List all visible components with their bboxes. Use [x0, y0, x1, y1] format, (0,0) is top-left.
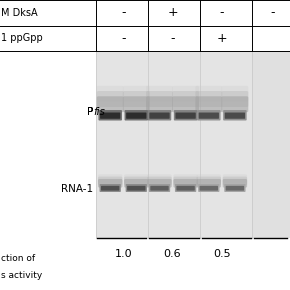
FancyBboxPatch shape [147, 177, 172, 185]
FancyBboxPatch shape [146, 86, 173, 102]
FancyBboxPatch shape [127, 186, 146, 191]
FancyBboxPatch shape [199, 113, 219, 119]
FancyBboxPatch shape [195, 91, 222, 107]
FancyBboxPatch shape [125, 110, 148, 121]
FancyBboxPatch shape [175, 113, 196, 119]
Bar [148, 51, 200, 238]
Text: P: P [86, 107, 93, 117]
Text: ction of: ction of [1, 254, 35, 263]
FancyBboxPatch shape [123, 96, 150, 112]
FancyBboxPatch shape [224, 184, 246, 192]
FancyBboxPatch shape [176, 186, 195, 191]
Text: +: + [167, 6, 178, 19]
Text: M DksA: M DksA [1, 8, 38, 18]
Text: 1 ppGpp: 1 ppGpp [1, 33, 43, 43]
FancyBboxPatch shape [149, 184, 170, 192]
FancyBboxPatch shape [124, 179, 148, 188]
FancyBboxPatch shape [173, 174, 198, 183]
FancyBboxPatch shape [200, 186, 218, 191]
Text: -: - [220, 6, 224, 19]
FancyBboxPatch shape [222, 86, 248, 102]
Bar [200, 51, 252, 238]
Text: +: + [217, 32, 227, 45]
FancyBboxPatch shape [147, 179, 172, 188]
Text: fis: fis [93, 107, 105, 117]
FancyBboxPatch shape [197, 174, 221, 183]
Bar [96, 51, 290, 238]
Text: s activity: s activity [1, 271, 42, 280]
FancyBboxPatch shape [225, 113, 245, 119]
Text: 1.0: 1.0 [115, 249, 132, 259]
FancyBboxPatch shape [172, 86, 199, 102]
FancyBboxPatch shape [198, 184, 220, 192]
FancyBboxPatch shape [124, 177, 148, 185]
FancyBboxPatch shape [223, 177, 247, 185]
FancyBboxPatch shape [223, 174, 247, 183]
Text: -: - [121, 6, 126, 19]
Text: -: - [270, 6, 275, 19]
FancyBboxPatch shape [149, 113, 170, 119]
FancyBboxPatch shape [97, 96, 124, 112]
FancyBboxPatch shape [147, 174, 172, 183]
FancyBboxPatch shape [174, 110, 197, 121]
Text: 0.6: 0.6 [164, 249, 181, 259]
FancyBboxPatch shape [146, 91, 173, 107]
Bar [0, 26, 290, 51]
FancyBboxPatch shape [195, 86, 222, 102]
Bar [96, 51, 148, 238]
FancyBboxPatch shape [101, 186, 119, 191]
FancyBboxPatch shape [175, 184, 196, 192]
FancyBboxPatch shape [98, 179, 122, 188]
FancyBboxPatch shape [150, 186, 169, 191]
FancyBboxPatch shape [99, 184, 121, 192]
Text: 0.5: 0.5 [213, 249, 231, 259]
FancyBboxPatch shape [197, 177, 221, 185]
FancyBboxPatch shape [126, 184, 147, 192]
FancyBboxPatch shape [172, 96, 199, 112]
FancyBboxPatch shape [99, 110, 122, 121]
Text: -: - [170, 32, 175, 45]
FancyBboxPatch shape [124, 174, 148, 183]
FancyBboxPatch shape [226, 186, 244, 191]
Text: P: P [86, 107, 93, 117]
Bar [0, 0, 290, 26]
FancyBboxPatch shape [173, 179, 198, 188]
FancyBboxPatch shape [148, 110, 171, 121]
FancyBboxPatch shape [123, 91, 150, 107]
FancyBboxPatch shape [98, 177, 122, 185]
Text: P: P [86, 107, 93, 117]
FancyBboxPatch shape [173, 177, 198, 185]
FancyBboxPatch shape [123, 86, 150, 102]
FancyBboxPatch shape [197, 110, 220, 121]
FancyBboxPatch shape [98, 174, 122, 183]
FancyBboxPatch shape [223, 179, 247, 188]
FancyBboxPatch shape [195, 96, 222, 112]
FancyBboxPatch shape [97, 91, 124, 107]
FancyBboxPatch shape [222, 96, 248, 112]
FancyBboxPatch shape [126, 113, 146, 119]
FancyBboxPatch shape [146, 96, 173, 112]
FancyBboxPatch shape [197, 179, 221, 188]
Text: -: - [121, 32, 126, 45]
FancyBboxPatch shape [222, 91, 248, 107]
FancyBboxPatch shape [172, 91, 199, 107]
FancyBboxPatch shape [100, 113, 120, 119]
FancyBboxPatch shape [97, 86, 124, 102]
FancyBboxPatch shape [223, 110, 246, 121]
Text: RNA-1: RNA-1 [61, 184, 93, 193]
